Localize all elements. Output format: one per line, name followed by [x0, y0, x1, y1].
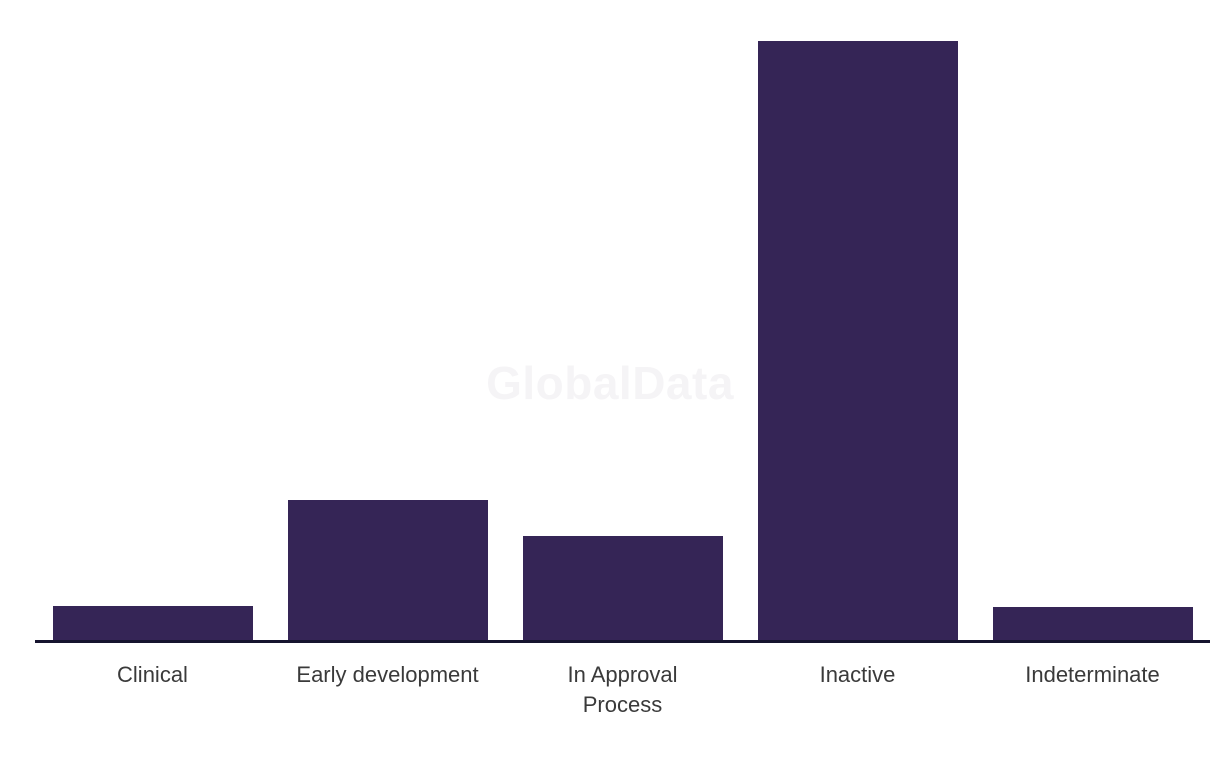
x-axis-tick-label: Inactive: [819, 662, 896, 687]
bar-clinical[interactable]: [52, 606, 253, 640]
bar-inactive[interactable]: [757, 41, 958, 640]
bar-early-development[interactable]: [287, 500, 488, 640]
bar-in-approval-process[interactable]: [522, 536, 723, 640]
x-axis-tick-label: Early development: [296, 662, 479, 687]
x-axis-tick-label: Clinical: [117, 662, 188, 687]
x-axis-line: [35, 640, 1210, 643]
x-axis-tick-label: Indeterminate: [1025, 662, 1160, 687]
bar-indeterminate[interactable]: [992, 607, 1193, 640]
x-axis-tick-label: In Approval Process: [567, 662, 678, 717]
